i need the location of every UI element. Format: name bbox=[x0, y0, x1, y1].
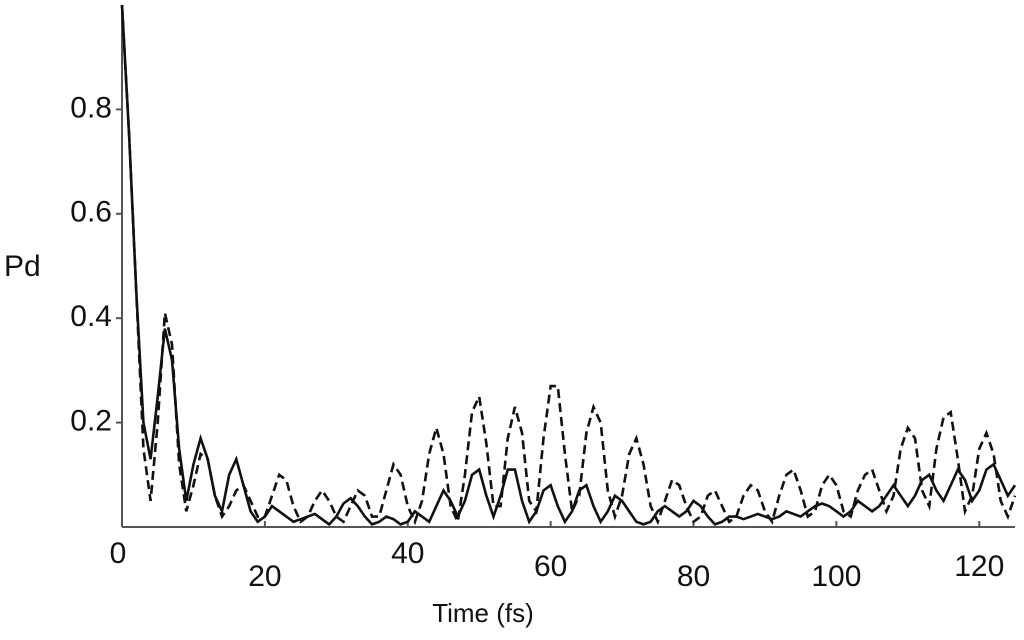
y-axis-label: Pd bbox=[4, 250, 41, 283]
x-tick-label: 80 bbox=[677, 560, 710, 593]
y-tick-label: 0.6 bbox=[70, 196, 112, 229]
data-line bbox=[120, 4, 1017, 527]
x-tick-label: 120 bbox=[954, 550, 1004, 583]
data-line bbox=[120, 4, 1017, 527]
x-tick-label: 40 bbox=[391, 537, 424, 570]
x-tick-label: 20 bbox=[248, 560, 281, 593]
x-tick-label: 100 bbox=[811, 560, 861, 593]
x-axis-label: Time (fs) bbox=[432, 598, 534, 628]
x-tick-label: 60 bbox=[534, 550, 567, 583]
y-tick-label: 0.2 bbox=[70, 405, 112, 438]
x-tick-label: 0 bbox=[110, 537, 127, 570]
y-tick-label: 0.8 bbox=[70, 91, 112, 124]
y-tick-label: 0.4 bbox=[70, 300, 112, 333]
